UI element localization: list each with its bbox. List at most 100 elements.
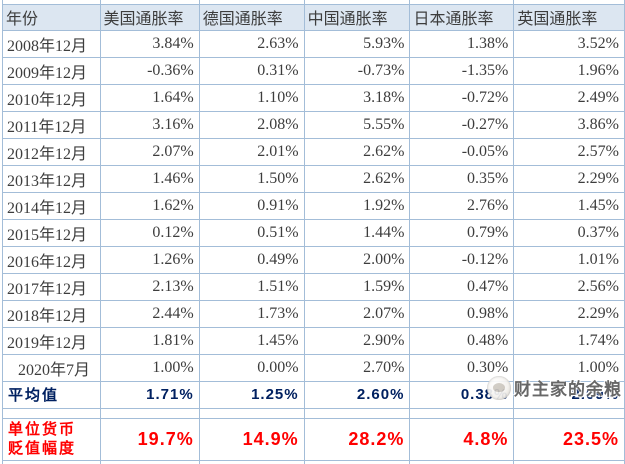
value-cell: 5.55% (303, 110, 411, 139)
empty-cell (2, 407, 101, 419)
value-cell: 1.64% (99, 83, 200, 112)
value-cell: 1.10% (198, 83, 305, 112)
depreciation-row: 单位货币 贬值幅度 19.7% 14.9% 28.2% 4.8% 23.5% (2, 417, 625, 461)
table-row: 2017年12月 2.13% 1.51% 1.59% 0.47% 2.56% (2, 272, 625, 301)
value-cell: 1.50% (198, 164, 305, 193)
year-cell: 2019年12月 (2, 326, 101, 355)
value-cell: 5.93% (303, 29, 411, 58)
value-cell: 0.47% (409, 272, 515, 301)
value-cell: 2.00% (303, 245, 411, 274)
value-cell: 1.45% (513, 191, 625, 220)
value-cell: 1.96% (513, 56, 625, 85)
value-cell: 2.76% (409, 191, 515, 220)
country-header-cell: 英国通胀率 (513, 3, 625, 31)
year-cell: 2009年12月 (2, 56, 101, 85)
value-cell: 1.44% (303, 218, 411, 247)
table-row: 2015年12月 0.12% 0.51% 1.44% 0.79% 0.37% (2, 218, 625, 247)
value-cell: 2.70% (303, 353, 411, 382)
country-header-cell: 日本通胀率 (409, 3, 515, 31)
value-cell: 0.51% (198, 218, 305, 247)
depreciation-label-line: 贬值幅度 (8, 440, 77, 457)
table-row: 2009年12月 -0.36% 0.31% -0.73% -1.35% 1.96% (2, 56, 625, 85)
value-cell: 0.00% (198, 353, 305, 382)
value-cell: 2.49% (513, 83, 625, 112)
empty-cell (409, 459, 515, 464)
average-row: 平均值 1.71% 1.25% 2.60% 0.38% 2.09% (2, 380, 625, 409)
average-value-cell: 2.60% (303, 380, 411, 409)
empty-cell (303, 407, 411, 419)
value-cell: 0.48% (409, 326, 515, 355)
year-cell: 2014年12月 (2, 191, 101, 220)
empty-cell (198, 459, 305, 464)
year-header-cell: 年份 (2, 3, 101, 31)
depreciation-value-cell: 28.2% (303, 417, 411, 461)
table-row: 2012年12月 2.07% 2.01% 2.62% -0.05% 2.57% (2, 137, 625, 166)
value-cell: 0.35% (409, 164, 515, 193)
value-cell: 0.49% (198, 245, 305, 274)
depreciation-label-line: 单位货币 (8, 421, 77, 438)
value-cell: 1.59% (303, 272, 411, 301)
value-cell: -0.36% (99, 56, 200, 85)
table-row: 2020年7月 1.00% 0.00% 2.70% 0.30% 1.00% (2, 353, 625, 382)
empty-cell (513, 407, 625, 419)
average-value-cell: 1.71% (99, 380, 200, 409)
year-cell: 2015年12月 (2, 218, 101, 247)
value-cell: 2.08% (198, 110, 305, 139)
table-row: 2016年12月 1.26% 0.49% 2.00% -0.12% 1.01% (2, 245, 625, 274)
value-cell: 2.44% (99, 299, 200, 328)
cut-row-top (2, 0, 625, 5)
value-cell: 3.84% (99, 29, 200, 58)
year-cell: 2016年12月 (2, 245, 101, 274)
year-cell: 2020年7月 (2, 353, 101, 382)
depreciation-label-cell: 单位货币 贬值幅度 (2, 417, 101, 461)
value-cell: 0.30% (409, 353, 515, 382)
spacer-row (2, 407, 625, 419)
value-cell: 2.13% (99, 272, 200, 301)
table-row: 2008年12月 3.84% 2.63% 5.93% 1.38% 3.52% (2, 29, 625, 58)
country-header-cell: 德国通胀率 (198, 3, 305, 31)
value-cell: 2.63% (198, 29, 305, 58)
average-label-cell: 平均值 (2, 380, 101, 409)
average-value-cell: 0.38% (409, 380, 515, 409)
depreciation-value-cell: 4.8% (409, 417, 515, 461)
value-cell: 1.51% (198, 272, 305, 301)
average-value-cell: 2.09% (513, 380, 625, 409)
empty-cell (198, 407, 305, 419)
value-cell: 1.81% (99, 326, 200, 355)
depreciation-value-cell: 19.7% (99, 417, 200, 461)
value-cell: 1.45% (198, 326, 305, 355)
empty-cell (303, 459, 411, 464)
value-cell: 2.57% (513, 137, 625, 166)
value-cell: 0.91% (198, 191, 305, 220)
empty-cell (513, 459, 625, 464)
value-cell: -0.12% (409, 245, 515, 274)
value-cell: 1.00% (99, 353, 200, 382)
value-cell: 2.62% (303, 164, 411, 193)
value-cell: -0.72% (409, 83, 515, 112)
value-cell: -0.73% (303, 56, 411, 85)
value-cell: 1.73% (198, 299, 305, 328)
value-cell: 1.62% (99, 191, 200, 220)
cut-row-bottom (2, 459, 625, 464)
value-cell: 0.37% (513, 218, 625, 247)
value-cell: 1.92% (303, 191, 411, 220)
value-cell: 2.90% (303, 326, 411, 355)
average-value-cell: 1.25% (198, 380, 305, 409)
value-cell: 3.18% (303, 83, 411, 112)
empty-cell (409, 407, 515, 419)
value-cell: 1.01% (513, 245, 625, 274)
year-cell: 2012年12月 (2, 137, 101, 166)
value-cell: 0.98% (409, 299, 515, 328)
year-cell: 2008年12月 (2, 29, 101, 58)
value-cell: 0.12% (99, 218, 200, 247)
year-cell: 2011年12月 (2, 110, 101, 139)
year-cell: 2013年12月 (2, 164, 101, 193)
value-cell: 3.86% (513, 110, 625, 139)
value-cell: 1.74% (513, 326, 625, 355)
value-cell: 1.46% (99, 164, 200, 193)
year-cell: 2018年12月 (2, 299, 101, 328)
country-header-cell: 美国通胀率 (99, 3, 200, 31)
value-cell: -0.27% (409, 110, 515, 139)
value-cell: 2.01% (198, 137, 305, 166)
